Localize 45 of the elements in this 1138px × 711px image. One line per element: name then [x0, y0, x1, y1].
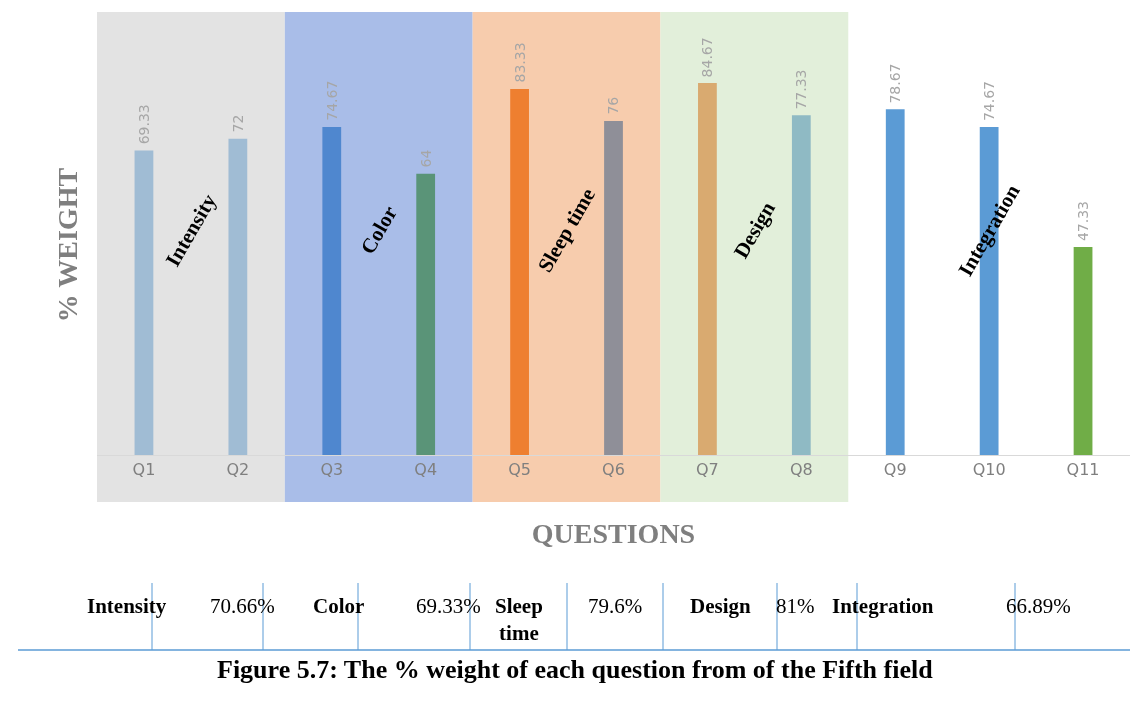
bar — [510, 88, 529, 455]
data-label: 78.67 — [886, 63, 903, 104]
caption: Figure 5.7: The % weight of each question from of the Fifth field — [217, 655, 934, 684]
x-axis-title: QUESTIONS — [531, 518, 696, 550]
data-label: 76 — [605, 96, 622, 115]
text: 81% — [776, 594, 815, 618]
bar — [228, 138, 248, 455]
text: 79.6% — [588, 594, 643, 618]
x-tick-label: Q10 — [972, 460, 1006, 480]
bar — [604, 121, 623, 455]
x-tick-label: Q3 — [320, 460, 344, 480]
bar — [1073, 247, 1093, 455]
text: 66.89% — [1006, 594, 1071, 618]
x-tick-label: Q7 — [696, 460, 719, 480]
data-label: 47.33 — [1075, 201, 1091, 242]
y-axis-title: % WEIGHT — [51, 167, 83, 323]
text: 69.33% — [416, 594, 481, 618]
text: Intensity — [87, 594, 167, 618]
x-tick-label: Q2 — [226, 460, 250, 480]
data-label: 77.33 — [793, 69, 810, 110]
x-tick-label: Q5 — [508, 460, 531, 480]
text: 70.66% — [210, 594, 275, 618]
x-tick-label: Q1 — [132, 460, 156, 480]
data-label: 72 — [230, 114, 247, 133]
x-tick-label: Q11 — [1066, 460, 1100, 480]
x-tick-label: Q6 — [602, 460, 625, 480]
data-label: 83.33 — [511, 42, 528, 83]
text: Design — [690, 594, 751, 618]
bar — [698, 83, 717, 455]
data-label: 74.67 — [323, 80, 340, 121]
x-tick-label: Q9 — [883, 460, 907, 480]
data-label: 64 — [417, 149, 434, 168]
x-tick-label: Q8 — [789, 460, 813, 480]
bar — [134, 150, 154, 455]
data-label: 84.67 — [699, 37, 716, 78]
text: Integration — [832, 594, 934, 618]
bar — [791, 115, 811, 455]
data-label: 69.33 — [135, 104, 152, 145]
x-tick-label: Q4 — [414, 460, 438, 480]
bar — [416, 173, 436, 455]
bar — [885, 109, 905, 455]
bar — [322, 126, 342, 455]
text: Sleep time — [495, 594, 543, 646]
data-label: 74.67 — [981, 80, 998, 122]
text: Color — [313, 594, 365, 618]
